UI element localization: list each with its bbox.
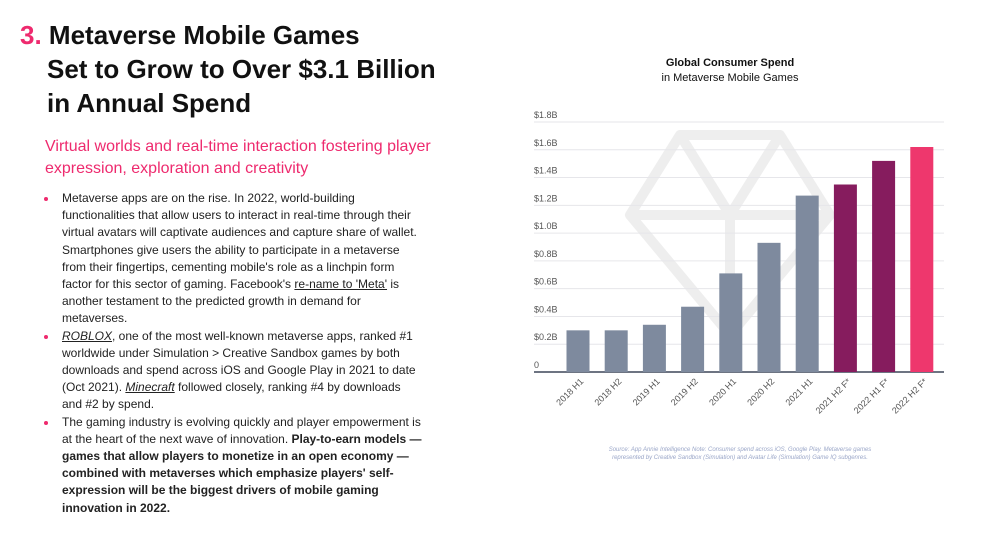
x-tick-label: 2018 H1 bbox=[554, 376, 585, 407]
y-tick-label: $1.2B bbox=[534, 193, 558, 203]
bar bbox=[757, 242, 781, 372]
minecraft-link[interactable]: Minecraft bbox=[125, 380, 175, 395]
bar bbox=[681, 306, 705, 372]
x-tick-label: 2018 H2 bbox=[592, 376, 623, 407]
y-tick-label: $1.0B bbox=[534, 221, 558, 231]
x-tick-label: 2021 H2 F* bbox=[814, 376, 854, 416]
y-tick-label: $0.4B bbox=[534, 304, 558, 314]
x-tick-label: 2019 H2 bbox=[669, 376, 700, 407]
section-number: 3. bbox=[20, 20, 42, 50]
bullet-text: The gaming industry is evolving quickly … bbox=[62, 414, 421, 446]
roblox-link[interactable]: ROBLOX bbox=[62, 328, 113, 343]
x-tick-label: 2019 H1 bbox=[631, 376, 662, 407]
bullet-item: The gaming industry is evolving quickly … bbox=[42, 414, 422, 517]
y-tick-label: $1.6B bbox=[534, 138, 558, 148]
bar bbox=[719, 273, 743, 372]
bullet-text: is another testament to the predicted gr… bbox=[62, 277, 400, 326]
bar bbox=[833, 184, 857, 372]
bullet-text: followed closely, ranking #4 by download… bbox=[62, 380, 401, 412]
bullet-bold-text: Play-to-earn models — games that allow p… bbox=[62, 431, 422, 515]
x-tick-label: 2020 H1 bbox=[707, 376, 738, 407]
y-tick-label: $1.4B bbox=[534, 166, 558, 176]
y-tick-label: 0 bbox=[534, 360, 539, 370]
page-title: 3. Metaverse Mobile Games Set to Grow to… bbox=[20, 18, 436, 120]
y-tick-label: $1.8B bbox=[534, 110, 558, 120]
x-tick-label: 2022 H1 F* bbox=[852, 376, 892, 416]
bar bbox=[604, 330, 628, 372]
subtitle: Virtual worlds and real-time interaction… bbox=[45, 138, 431, 177]
title-line: in Annual Spend bbox=[47, 88, 252, 118]
y-tick-label: $0.6B bbox=[534, 277, 558, 287]
chart-title-text: Global Consumer Spend bbox=[665, 57, 795, 69]
title-line: Set to Grow to Over $3.1 Billion bbox=[47, 54, 436, 84]
x-tick-label: 2020 H2 bbox=[745, 376, 776, 407]
bullet-text: Metaverse apps are on the rise. In 2022,… bbox=[62, 191, 417, 292]
chart-source: Source: App Annie Intelligence Note: Con… bbox=[608, 447, 872, 461]
bullet-item: Metaverse apps are on the rise. In 2022,… bbox=[42, 190, 422, 328]
bar bbox=[566, 330, 590, 372]
meta-link[interactable]: re-name to 'Meta' bbox=[294, 277, 388, 292]
y-tick-label: $0.2B bbox=[534, 332, 558, 342]
x-tick-label: 2021 H1 bbox=[783, 376, 814, 407]
bullet-list: Metaverse apps are on the rise. In 2022,… bbox=[42, 190, 422, 517]
bar bbox=[795, 195, 819, 372]
bar bbox=[872, 160, 896, 372]
bullet-item: ROBLOX, one of the most well-known metav… bbox=[42, 328, 422, 414]
y-tick-label: $0.8B bbox=[534, 249, 558, 259]
bar bbox=[642, 324, 666, 372]
chart-title: Global Consumer Spend in Metaverse Mobile… bbox=[580, 56, 880, 86]
x-tick-label: 2022 H2 F* bbox=[890, 376, 930, 416]
title-line: Metaverse Mobile Games bbox=[48, 20, 360, 50]
bullet-text: , one of the most well-known metaverse a… bbox=[62, 328, 416, 395]
chart-subtitle: in Metaverse Mobile Games bbox=[661, 72, 799, 84]
bar bbox=[910, 147, 934, 372]
